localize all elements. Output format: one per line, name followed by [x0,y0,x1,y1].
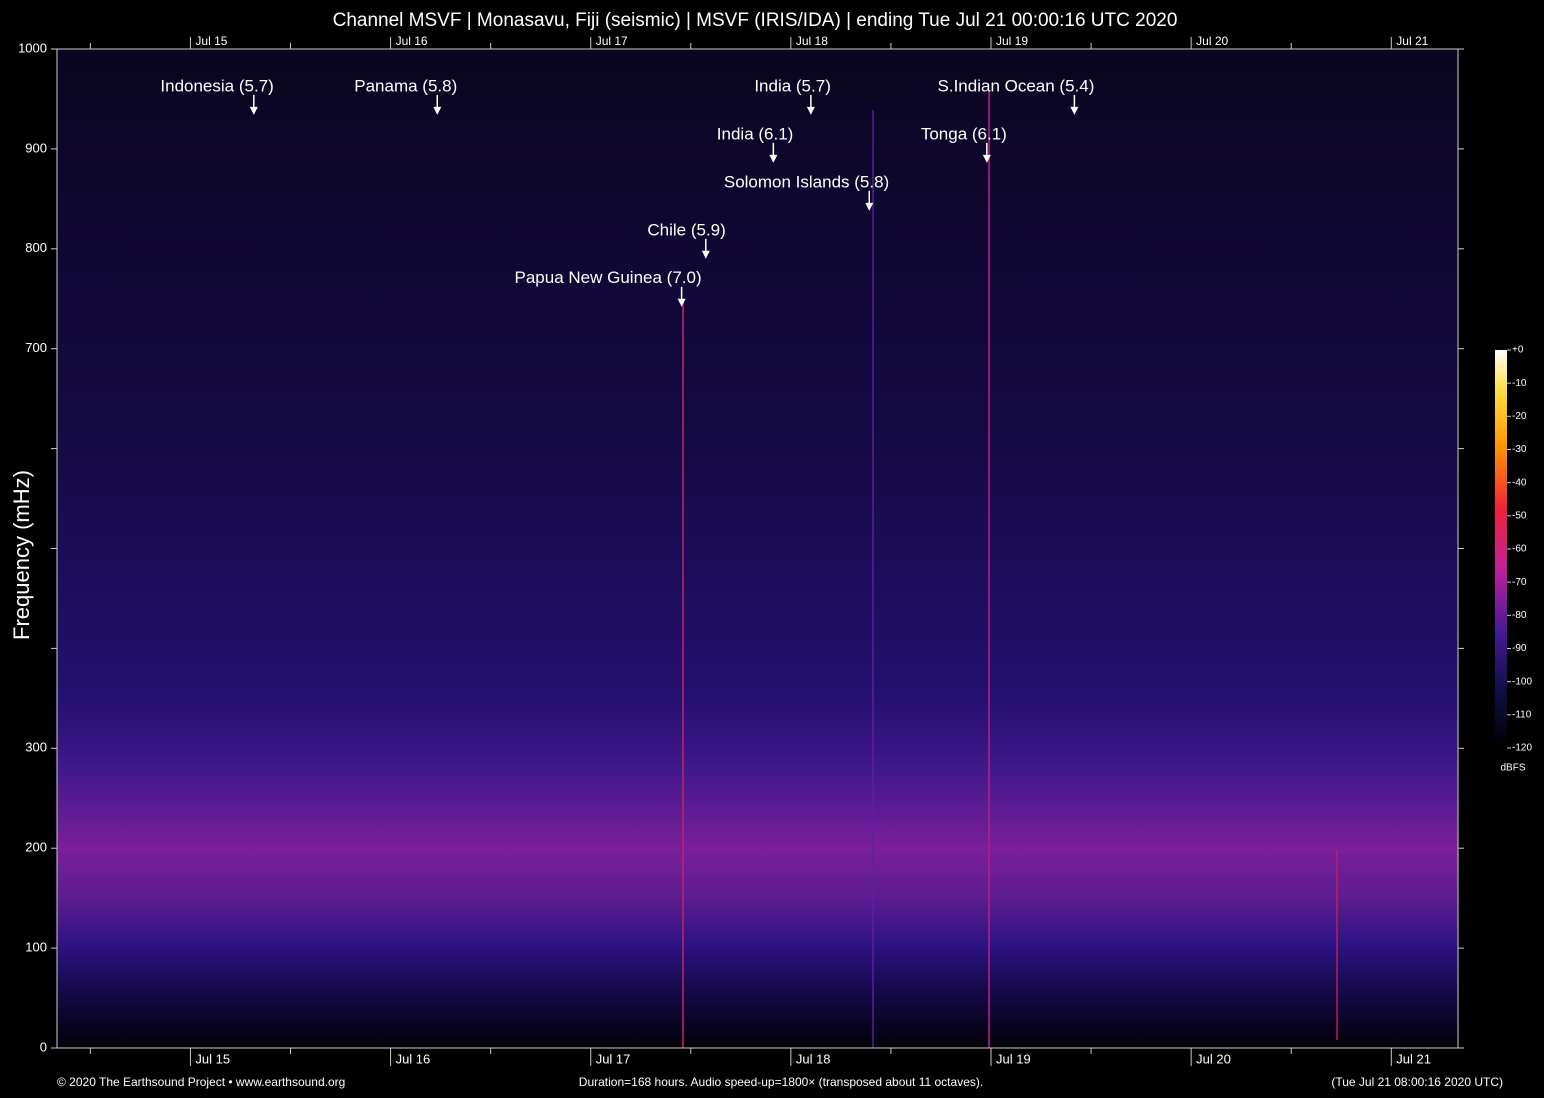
annotation-label: S.Indian Ocean (5.4) [938,76,1095,95]
footer-right: (Tue Jul 21 08:00:16 2020 UTC) [1331,1075,1503,1089]
y-tick-label: 1000 [18,40,47,55]
x-tick-label-top: Jul 15 [195,34,227,48]
annotation-arrow-head [677,298,686,307]
annotation-arrow-head [769,154,778,163]
colorbar-tick-label: +0 [1512,345,1524,356]
x-tick-label: Jul 19 [996,1051,1031,1066]
x-tick-label: Jul 17 [596,1051,631,1066]
colorbar-tick-label: -110 [1512,709,1532,720]
colorbar-label: dBFS [1500,763,1525,774]
colorbar-tick-label: -10 [1512,378,1527,389]
x-tick-label: Jul 20 [1196,1051,1231,1066]
annotation-label: India (6.1) [717,124,794,143]
x-tick-label-top: Jul 20 [1196,34,1228,48]
annotation-arrow-head [433,106,442,115]
annotation-arrow-head [865,202,874,211]
y-axis-label: Frequency (mHz) [9,470,34,640]
annotation-label: Solomon Islands (5.8) [724,172,889,191]
colorbar-tick-label: -60 [1512,544,1527,555]
y-tick-label: 900 [25,140,47,155]
colorbar-tick-label: -50 [1512,510,1527,521]
footer-center: Duration=168 hours. Audio speed-up=1800×… [579,1075,983,1089]
x-tick-label-top: Jul 16 [396,34,428,48]
y-tick-label: 800 [25,240,47,255]
annotation-arrow-head [701,250,710,259]
footer-left: © 2020 The Earthsound Project • www.eart… [57,1075,345,1089]
colorbar-tick-label: -100 [1512,676,1532,687]
colorbar-tick-label: -20 [1512,411,1527,422]
y-tick-label: 300 [25,740,47,755]
x-tick-label: Jul 21 [1396,1051,1431,1066]
colorbar-tick-label: -40 [1512,477,1527,488]
annotation-label: Tonga (6.1) [921,124,1007,143]
colorbar-tick-label: -120 [1512,743,1532,754]
y-tick-label: 700 [25,340,47,355]
spectrogram [57,49,1458,1048]
y-tick-label: 200 [25,840,47,855]
annotation-arrow-head [806,106,815,115]
colorbar [1495,350,1507,748]
annotation-label: Chile (5.9) [647,220,725,239]
annotation-arrow-head [982,154,991,163]
annotation-label: Papua New Guinea (7.0) [515,268,702,287]
chart-title: Channel MSVF | Monasavu, Fiji (seismic) … [333,10,1178,31]
x-tick-label-top: Jul 21 [1396,34,1428,48]
x-tick-label: Jul 15 [195,1051,230,1066]
annotation-arrow-head [1070,106,1079,115]
annotation-arrow-head [249,106,258,115]
annotation-label: Indonesia (5.7) [160,76,273,95]
x-tick-label-top: Jul 19 [996,34,1028,48]
colorbar-tick-label: -30 [1512,444,1527,455]
colorbar-tick-label: -70 [1512,577,1527,588]
annotation-label: India (5.7) [754,76,831,95]
x-tick-label: Jul 18 [796,1051,831,1066]
y-tick-label: 0 [40,1039,47,1054]
annotation-label: Panama (5.8) [354,76,457,95]
colorbar-tick-label: -80 [1512,610,1527,621]
x-tick-label-top: Jul 17 [596,34,628,48]
event-streaks [682,90,1338,1048]
colorbar-tick-label: -90 [1512,643,1527,654]
y-tick-label: 100 [25,940,47,955]
x-tick-label-top: Jul 18 [796,34,828,48]
x-tick-label: Jul 16 [396,1051,431,1066]
